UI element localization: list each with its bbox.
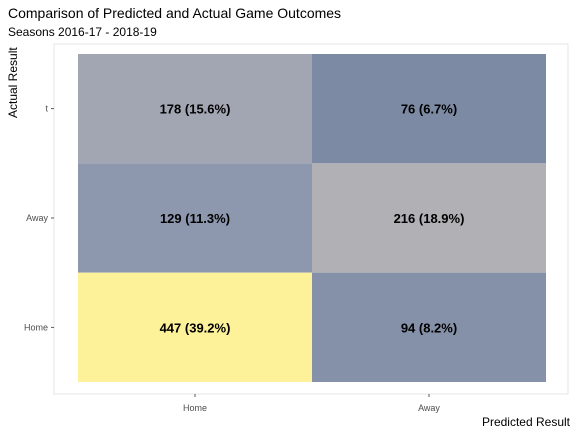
heatmap-cells — [78, 54, 546, 382]
cell-value-label: 129 (11.3%) — [160, 211, 230, 226]
y-axis-title: Actual Result — [6, 47, 20, 118]
cell-value-label: 178 (15.6%) — [160, 102, 231, 117]
y-tick-label: Home — [24, 322, 48, 332]
heatmap-cell — [78, 54, 312, 164]
cell-value-label: 216 (18.9%) — [394, 211, 465, 226]
chart-title: Comparison of Predicted and Actual Game … — [8, 5, 341, 21]
heatmap-cell — [312, 163, 546, 273]
y-tick-label: t — [45, 104, 48, 114]
heatmap-cell — [312, 272, 546, 382]
y-tick-label: Away — [26, 213, 48, 223]
y-axis-ticks: Home Away t — [24, 104, 54, 332]
heatmap-cell — [78, 163, 312, 273]
heatmap-cell — [312, 54, 546, 164]
cell-labels: 178 (15.6%) 76 (6.7%) 129 (11.3%) 216 (18.9… — [160, 102, 465, 336]
heatmap-cell — [78, 272, 312, 382]
cell-value-label: 94 (8.2%) — [401, 320, 457, 335]
x-axis-ticks: Home Away — [183, 394, 440, 413]
x-axis-title: Predicted Result — [482, 415, 571, 429]
x-tick-label: Away — [418, 403, 440, 413]
cell-value-label: 447 (39.2%) — [160, 320, 231, 335]
cell-value-label: 76 (6.7%) — [401, 102, 457, 117]
chart-subtitle: Seasons 2016-17 - 2018-19 — [8, 25, 157, 39]
x-tick-label: Home — [183, 403, 207, 413]
